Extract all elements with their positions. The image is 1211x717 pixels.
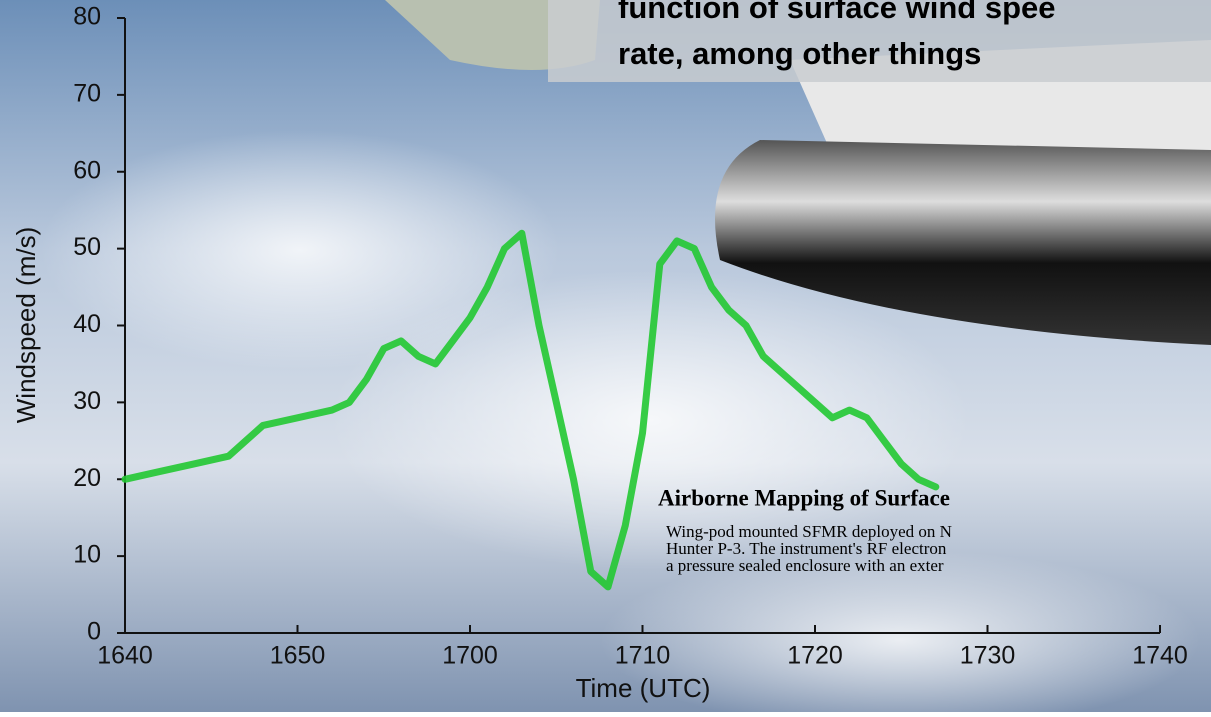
instrument-pod — [715, 140, 1211, 345]
y-tick-label: 60 — [73, 156, 101, 184]
headline-box — [548, 0, 1211, 82]
y-tick-label: 10 — [73, 541, 101, 569]
x-tick-label: 1700 — [442, 642, 498, 670]
cloud — [40, 130, 560, 370]
y-tick-label: 70 — [73, 79, 101, 107]
x-tick-label: 1650 — [270, 642, 326, 670]
caption-line: a pressure sealed enclosure with an exte… — [666, 556, 944, 575]
x-axis-label: Time (UTC) — [576, 673, 711, 703]
headline: function of surface wind spee — [618, 0, 1056, 25]
x-tick-label: 1710 — [615, 642, 671, 670]
y-axis-label: Windspeed (m/s) — [11, 227, 41, 424]
y-tick-label: 0 — [87, 618, 101, 646]
y-tick-label: 40 — [73, 310, 101, 338]
x-tick-label: 1720 — [787, 642, 843, 670]
cloud — [330, 270, 970, 570]
y-tick-label: 80 — [73, 3, 101, 31]
x-tick-label: 1740 — [1132, 642, 1188, 670]
caption-line: Hunter P-3. The instrument's RF electron — [666, 539, 947, 558]
y-tick-label: 30 — [73, 387, 101, 415]
data-line — [121, 229, 940, 591]
x-tick-label: 1730 — [960, 642, 1016, 670]
y-tick-label: 50 — [73, 233, 101, 261]
caption-title: Airborne Mapping of Surface — [658, 485, 950, 510]
x-tick-label: 1640 — [97, 642, 153, 670]
wing-part — [385, 0, 600, 70]
y-tick-label: 20 — [73, 464, 101, 492]
headline: rate, among other things — [618, 36, 981, 71]
caption-line: Wing-pod mounted SFMR deployed on N — [666, 522, 952, 541]
